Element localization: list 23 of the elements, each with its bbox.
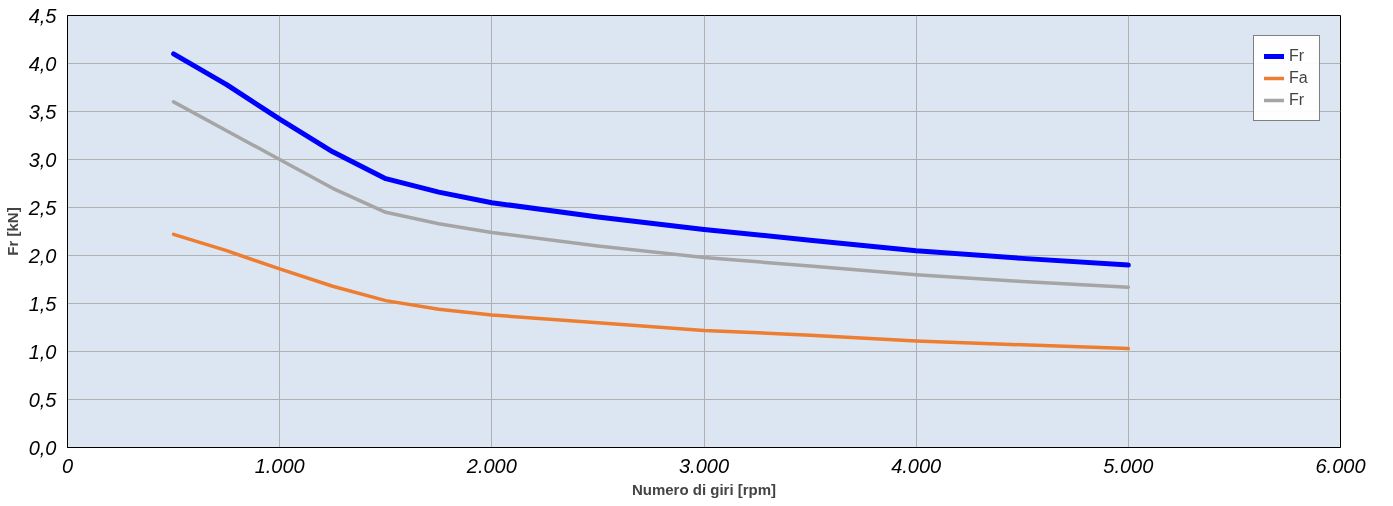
y-tick-label: 4,5: [28, 4, 58, 27]
y-tick-label: 2,5: [27, 196, 58, 219]
x-tick-label: 6.000: [1315, 454, 1366, 477]
y-tick-label: 1,5: [28, 292, 58, 315]
y-tick-label: 3,5: [28, 100, 58, 123]
x-tick-label: 3.000: [678, 454, 730, 477]
legend-label: Fr: [1289, 47, 1306, 65]
y-tick-label: 0,5: [28, 388, 58, 411]
y-tick-label: 0,0: [28, 436, 57, 459]
y-tick-label: 4,0: [28, 52, 57, 75]
x-tick-label: 0: [61, 454, 74, 477]
legend-label: Fa: [1289, 69, 1309, 87]
y-tick-label: 2,0: [27, 244, 57, 267]
legend-label: Fr: [1289, 91, 1306, 109]
x-axis-title: Numero di giri [rpm]: [631, 480, 777, 498]
y-axis-title: Fr [kN]: [3, 207, 21, 256]
y-tick-label: 1,0: [28, 340, 57, 363]
y-tick-label: 3,0: [28, 148, 57, 171]
x-tick-label: 5.000: [1103, 454, 1154, 477]
line-series: [171, 232, 1131, 351]
x-tick-label: 2.000: [465, 454, 517, 477]
x-tick-label: 1.000: [254, 454, 305, 477]
x-tick-label: 4.000: [891, 454, 942, 477]
